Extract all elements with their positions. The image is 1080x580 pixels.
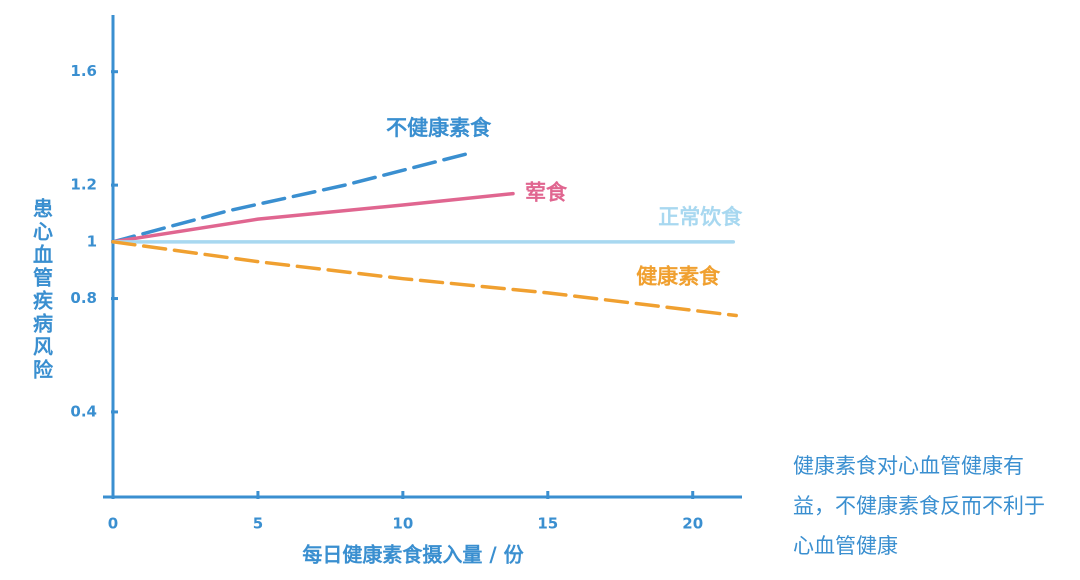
x-tick-label: 15 (537, 515, 558, 533)
x-tick-label: 5 (253, 515, 263, 533)
series-line (111, 240, 738, 318)
x-tick-label: 0 (108, 515, 118, 533)
series-line (111, 152, 469, 244)
series-label: 不健康素食 (386, 116, 492, 140)
y-tick-label: 0.8 (70, 289, 97, 307)
series-label: 荤食 (525, 181, 568, 205)
y-tick-label: 1.6 (70, 62, 97, 80)
x-tick-label: 20 (682, 515, 703, 533)
y-axis-label: 患心血管疾病风险 (30, 198, 54, 382)
series-label: 健康素食 (636, 265, 721, 289)
x-axis-label: 每日健康素食摄入量 / 份 (302, 543, 524, 567)
y-tick-label: 0.4 (70, 402, 97, 420)
annotation: 健康素食对心血管健康有益，不健康素食反而不利于心血管健康 (793, 454, 1045, 558)
series-line (111, 191, 515, 244)
y-tick-label: 1.2 (70, 176, 97, 194)
y-tick-label: 1 (87, 232, 97, 250)
x-tick-label: 10 (392, 515, 413, 533)
series-label: 正常饮食 (658, 205, 743, 229)
